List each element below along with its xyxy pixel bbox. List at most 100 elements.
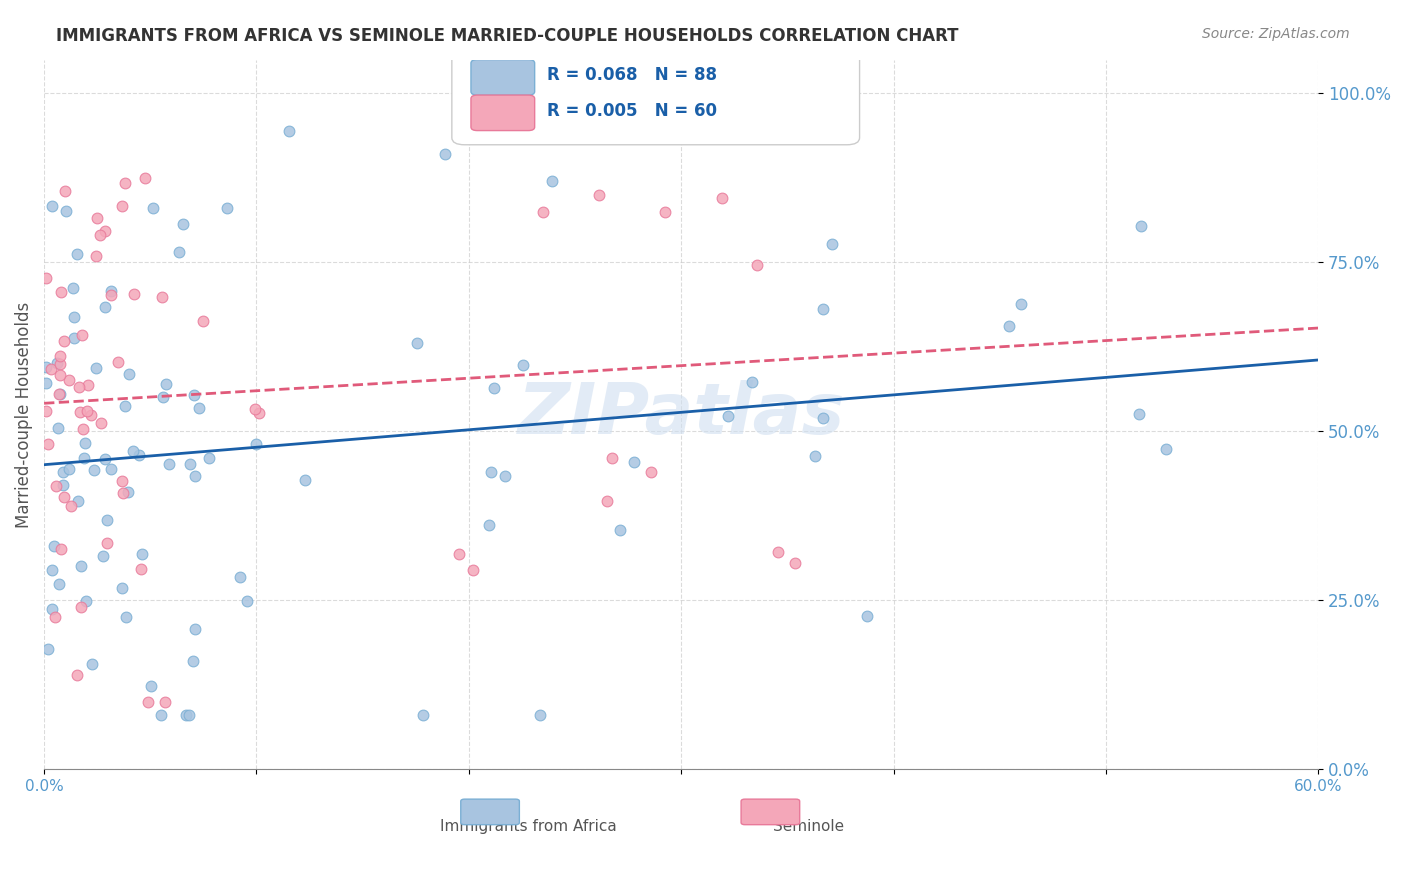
Seminole <box>533 205 555 219</box>
Immigrants from Africa <box>114 609 136 624</box>
Immigrants from Africa <box>94 452 117 467</box>
Immigrants from Africa <box>46 356 69 370</box>
Seminole <box>134 170 156 185</box>
Seminole <box>100 288 122 302</box>
Seminole <box>45 479 67 493</box>
Immigrants from Africa <box>434 146 457 161</box>
Immigrants from Africa <box>479 465 502 479</box>
Seminole <box>69 405 91 419</box>
Seminole <box>49 349 72 363</box>
Seminole <box>72 422 94 436</box>
Immigrants from Africa <box>63 331 86 345</box>
Text: R = 0.068   N = 88: R = 0.068 N = 88 <box>547 66 717 84</box>
Seminole <box>654 205 676 219</box>
Immigrants from Africa <box>176 708 198 723</box>
FancyBboxPatch shape <box>471 60 534 95</box>
Immigrants from Africa <box>183 388 205 402</box>
Seminole <box>49 285 72 300</box>
Seminole <box>48 387 70 401</box>
Immigrants from Africa <box>128 448 150 462</box>
Immigrants from Africa <box>717 409 740 423</box>
Immigrants from Africa <box>181 654 204 668</box>
Seminole <box>588 187 610 202</box>
Immigrants from Africa <box>529 708 551 723</box>
Seminole <box>86 249 108 263</box>
Immigrants from Africa <box>406 336 429 351</box>
Immigrants from Africa <box>152 390 174 404</box>
Seminole <box>86 211 108 225</box>
Immigrants from Africa <box>131 547 153 561</box>
FancyBboxPatch shape <box>741 799 800 825</box>
Seminole <box>747 258 769 272</box>
Immigrants from Africa <box>811 301 834 316</box>
Immigrants from Africa <box>52 465 75 479</box>
FancyBboxPatch shape <box>461 799 519 825</box>
Seminole <box>93 224 115 238</box>
Immigrants from Africa <box>70 558 93 573</box>
Immigrants from Africa <box>83 463 105 477</box>
Seminole <box>150 290 173 304</box>
Immigrants from Africa <box>139 679 162 693</box>
Seminole <box>112 486 135 500</box>
Seminole <box>35 404 58 418</box>
Immigrants from Africa <box>75 436 97 450</box>
Seminole <box>107 355 129 369</box>
Immigrants from Africa <box>35 360 58 375</box>
Immigrants from Africa <box>236 594 259 608</box>
Immigrants from Africa <box>167 244 190 259</box>
Immigrants from Africa <box>184 622 207 636</box>
Immigrants from Africa <box>66 247 89 261</box>
Immigrants from Africa <box>100 461 122 475</box>
Seminole <box>461 563 484 577</box>
Seminole <box>69 599 91 614</box>
Seminole <box>191 314 214 328</box>
Seminole <box>96 536 118 550</box>
Immigrants from Africa <box>811 410 834 425</box>
Immigrants from Africa <box>155 377 177 392</box>
Immigrants from Africa <box>49 387 72 401</box>
Seminole <box>53 184 76 198</box>
Seminole <box>58 373 80 387</box>
Immigrants from Africa <box>1156 442 1178 457</box>
Seminole <box>48 357 70 371</box>
Immigrants from Africa <box>229 569 252 583</box>
Immigrants from Africa <box>58 462 80 476</box>
Immigrants from Africa <box>541 174 564 188</box>
Text: Immigrants from Africa: Immigrants from Africa <box>440 819 617 834</box>
Immigrants from Africa <box>44 539 66 553</box>
Seminole <box>640 465 662 479</box>
Immigrants from Africa <box>179 458 201 472</box>
Seminole <box>59 499 82 513</box>
Seminole <box>111 199 134 213</box>
Immigrants from Africa <box>111 581 134 595</box>
Seminole <box>752 101 775 115</box>
Seminole <box>80 409 103 423</box>
Seminole <box>77 377 100 392</box>
Immigrants from Africa <box>245 437 267 451</box>
Text: R = 0.005   N = 60: R = 0.005 N = 60 <box>547 103 717 120</box>
Seminole <box>49 368 72 383</box>
Immigrants from Africa <box>117 485 139 500</box>
Immigrants from Africa <box>494 469 516 483</box>
FancyBboxPatch shape <box>471 95 534 130</box>
Immigrants from Africa <box>187 401 209 416</box>
Immigrants from Africa <box>1128 407 1150 421</box>
Immigrants from Africa <box>82 657 104 671</box>
Immigrants from Africa <box>41 602 63 616</box>
Immigrants from Africa <box>1129 219 1152 233</box>
Immigrants from Africa <box>66 493 89 508</box>
Immigrants from Africa <box>52 477 75 491</box>
Immigrants from Africa <box>215 201 238 215</box>
Immigrants from Africa <box>183 468 205 483</box>
Immigrants from Africa <box>84 360 107 375</box>
Seminole <box>153 695 176 709</box>
Immigrants from Africa <box>1010 297 1032 311</box>
Seminole <box>52 490 75 504</box>
Immigrants from Africa <box>512 359 534 373</box>
Seminole <box>35 271 58 285</box>
Immigrants from Africa <box>179 708 201 723</box>
Immigrants from Africa <box>91 549 114 564</box>
Immigrants from Africa <box>46 421 69 435</box>
Immigrants from Africa <box>118 367 141 381</box>
Text: Source: ZipAtlas.com: Source: ZipAtlas.com <box>1202 27 1350 41</box>
